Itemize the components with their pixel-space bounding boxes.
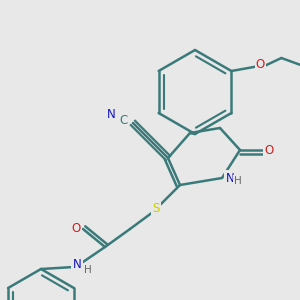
Text: S: S xyxy=(152,202,160,215)
Text: O: O xyxy=(256,58,265,71)
Text: N: N xyxy=(73,257,81,271)
Text: C: C xyxy=(119,113,127,127)
Text: N: N xyxy=(226,172,234,184)
Text: H: H xyxy=(84,265,92,275)
Text: H: H xyxy=(234,176,242,186)
Text: O: O xyxy=(71,221,81,235)
Text: O: O xyxy=(264,143,274,157)
Text: N: N xyxy=(106,109,116,122)
